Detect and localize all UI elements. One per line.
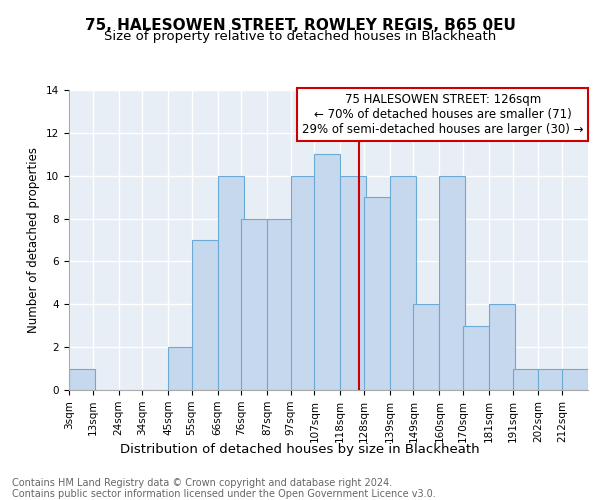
Text: 75 HALESOWEN STREET: 126sqm
← 70% of detached houses are smaller (71)
29% of sem: 75 HALESOWEN STREET: 126sqm ← 70% of det… [302, 93, 583, 136]
Y-axis label: Number of detached properties: Number of detached properties [28, 147, 40, 333]
Bar [463, 326, 489, 390]
Bar [168, 347, 194, 390]
Bar [218, 176, 244, 390]
Bar [69, 368, 95, 390]
Text: 75, HALESOWEN STREET, ROWLEY REGIS, B65 0EU: 75, HALESOWEN STREET, ROWLEY REGIS, B65 … [85, 18, 515, 32]
Bar [191, 240, 218, 390]
Bar [291, 176, 317, 390]
Bar [413, 304, 439, 390]
Bar [512, 368, 538, 390]
Bar [340, 176, 366, 390]
Bar [538, 368, 565, 390]
Bar [562, 368, 588, 390]
Bar [241, 218, 267, 390]
Bar [364, 197, 390, 390]
Text: Contains HM Land Registry data © Crown copyright and database right 2024.
Contai: Contains HM Land Registry data © Crown c… [12, 478, 436, 499]
Bar [267, 218, 293, 390]
Text: Size of property relative to detached houses in Blackheath: Size of property relative to detached ho… [104, 30, 496, 43]
Bar [439, 176, 466, 390]
Bar [489, 304, 515, 390]
Bar [390, 176, 416, 390]
Bar [314, 154, 340, 390]
Text: Distribution of detached houses by size in Blackheath: Distribution of detached houses by size … [120, 442, 480, 456]
